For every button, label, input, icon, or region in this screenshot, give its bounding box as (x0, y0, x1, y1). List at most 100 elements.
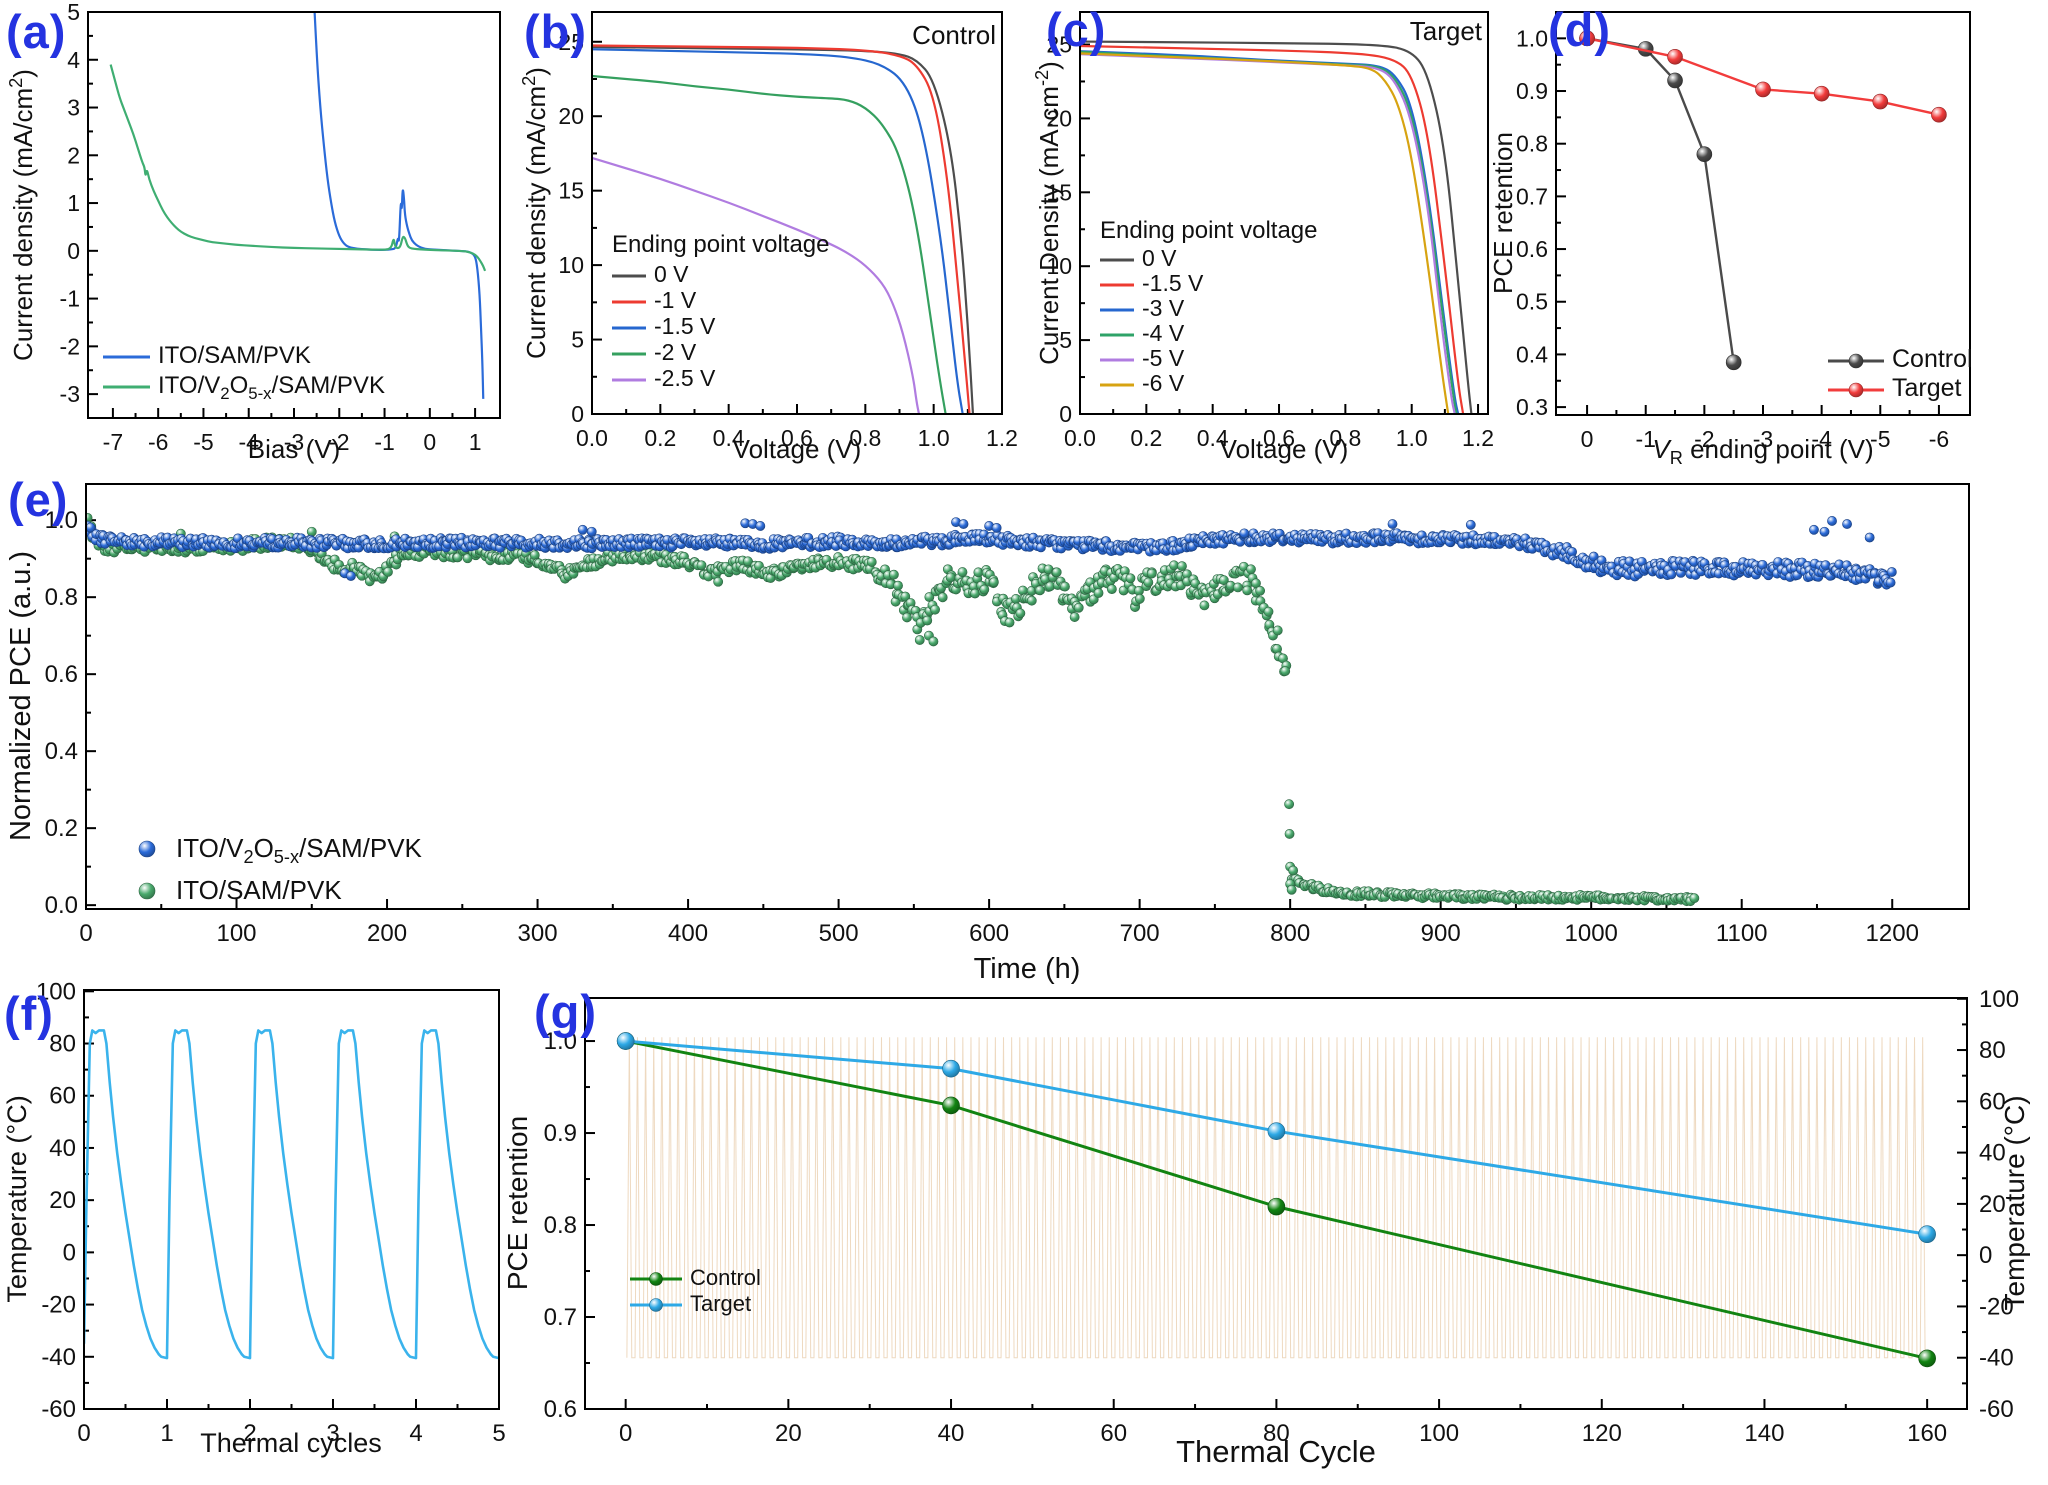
svg-text:20: 20 (775, 1420, 802, 1447)
svg-text:-60: -60 (41, 1396, 76, 1423)
svg-text:ITO/SAM/PVK: ITO/SAM/PVK (158, 342, 311, 369)
svg-text:-6: -6 (148, 429, 168, 455)
svg-text:800: 800 (1270, 920, 1310, 947)
svg-text:-2: -2 (60, 333, 80, 359)
svg-text:-5 V: -5 V (1142, 345, 1185, 371)
svg-text:1.0: 1.0 (918, 425, 950, 451)
panel-f-xlabel: Thermal cycles (200, 1428, 382, 1458)
svg-text:ITO/V2O5-x/SAM/PVK: ITO/V2O5-x/SAM/PVK (176, 833, 423, 867)
svg-text:-40: -40 (41, 1343, 76, 1370)
svg-text:0.6: 0.6 (544, 1396, 577, 1423)
svg-text:0.4: 0.4 (1516, 341, 1548, 367)
svg-text:700: 700 (1120, 920, 1160, 947)
svg-text:0.8: 0.8 (45, 584, 78, 611)
svg-text:10: 10 (1046, 253, 1072, 279)
svg-text:0.3: 0.3 (1516, 394, 1548, 420)
panel-e-chart: 0 100 200 300 400 500 600 700 800 900 1000 1100 1200… (5, 483, 1970, 985)
series-3 (591, 74, 947, 415)
svg-text:-4 V: -4 V (1142, 320, 1185, 346)
svg-text:3: 3 (326, 1420, 339, 1447)
panel-g-ylabel: PCE retention (502, 1116, 533, 1290)
panel-e-ylabel: Normalized PCE (a.u.) (5, 551, 37, 841)
series-0 (591, 45, 975, 415)
svg-text:1.0: 1.0 (1516, 25, 1548, 51)
svg-text:0: 0 (423, 429, 436, 455)
svg-text:1.2: 1.2 (986, 425, 1018, 451)
svg-text:1.0: 1.0 (544, 1028, 577, 1055)
panel-a-xlabel: Bias (V) (248, 434, 340, 464)
svg-text:25: 25 (1046, 32, 1072, 58)
svg-text:-6: -6 (1929, 426, 1949, 452)
svg-text:0.4: 0.4 (1197, 425, 1229, 451)
svg-text:-60: -60 (1979, 1396, 2014, 1423)
svg-text:-1: -1 (1635, 426, 1655, 452)
panel-c-xlabel: Voltage (V) (1220, 434, 1349, 464)
svg-text:1.0: 1.0 (45, 507, 78, 534)
series-0 (83, 1029, 500, 1360)
svg-text:4: 4 (409, 1420, 422, 1447)
svg-text:-2 V: -2 V (654, 339, 697, 365)
svg-text:0.8: 0.8 (849, 425, 881, 451)
svg-text:-1.5 V: -1.5 V (1142, 270, 1204, 296)
svg-text:0.9: 0.9 (544, 1120, 577, 1147)
svg-text:900: 900 (1421, 920, 1461, 947)
svg-text:-3: -3 (1753, 426, 1773, 452)
svg-text:-1: -1 (60, 286, 80, 312)
panel-e-legend: ITO/V2O5-x/SAM/PVK ITO/SAM/PVK (138, 833, 423, 905)
svg-text:0.6: 0.6 (1263, 425, 1295, 451)
svg-text:0.4: 0.4 (713, 425, 745, 451)
svg-text:60: 60 (1100, 1420, 1127, 1447)
svg-text:1100: 1100 (1716, 920, 1768, 947)
panel-g-chart: 0 20 40 60 80 100 120 140 160 0.6 0.7 0.8 0.9 1.0 -60 -… (502, 985, 2030, 1469)
series-1 (591, 44, 971, 415)
series-1 (625, 1039, 1928, 1360)
svg-text:5: 5 (571, 327, 584, 353)
svg-text:60: 60 (49, 1082, 76, 1109)
svg-text:0.6: 0.6 (1516, 236, 1548, 262)
svg-text:4: 4 (67, 47, 80, 73)
svg-text:0: 0 (571, 401, 584, 427)
panel-f-label: (f) (4, 987, 54, 1040)
svg-text:0: 0 (63, 1239, 76, 1266)
svg-text:1200: 1200 (1866, 920, 1919, 947)
panel-e-label: (e) (8, 473, 69, 526)
panel-c-label: (c) (1046, 3, 1107, 56)
svg-text:20: 20 (49, 1187, 76, 1214)
svg-text:0: 0 (1979, 1242, 1992, 1269)
series-5 (1079, 52, 1450, 415)
svg-text:ITO/SAM/PVK: ITO/SAM/PVK (176, 875, 342, 905)
svg-text:20: 20 (1046, 105, 1072, 131)
panel-b-xlabel: Voltage (V) (733, 434, 862, 464)
svg-text:120: 120 (1582, 1420, 1622, 1447)
svg-text:10: 10 (558, 252, 584, 278)
svg-text:-5: -5 (1870, 426, 1890, 452)
panel-a-legend: ITO/SAM/PVK ITO/V2O5-x/SAM/PVK (103, 342, 385, 403)
panel-g-xlabel: Thermal Cycle (1176, 1434, 1376, 1469)
panel-d-chart: 0 -1 -2 -3 -4 -5 -6 0.3 0.4 0.5 0.6 0.7 0.8 0.9 1.0 VR … (1488, 11, 1973, 468)
svg-text:ITO/V2O5-x/SAM/PVK: ITO/V2O5-x/SAM/PVK (158, 372, 385, 403)
svg-text:0: 0 (619, 1420, 632, 1447)
svg-text:0.6: 0.6 (781, 425, 813, 451)
svg-text:0.5: 0.5 (1516, 289, 1548, 315)
svg-text:-20: -20 (1979, 1293, 2014, 1320)
svg-text:0.0: 0.0 (45, 892, 78, 919)
svg-text:-1 V: -1 V (654, 287, 697, 313)
svg-text:2: 2 (243, 1420, 256, 1447)
svg-text:0.2: 0.2 (644, 425, 676, 451)
svg-text:5: 5 (67, 0, 80, 25)
svg-text:200: 200 (367, 920, 407, 947)
panel-g-y2label: Temperature (°C) (1999, 1095, 2030, 1310)
svg-text:1: 1 (67, 190, 80, 216)
series-0 (626, 1037, 1926, 1359)
svg-text:0: 0 (1059, 401, 1072, 427)
svg-text:0.2: 0.2 (1130, 425, 1162, 451)
svg-text:0: 0 (67, 238, 80, 264)
svg-text:-2: -2 (1694, 426, 1714, 452)
svg-text:0.8: 0.8 (1329, 425, 1361, 451)
svg-text:1000: 1000 (1565, 920, 1618, 947)
svg-text:600: 600 (969, 920, 1009, 947)
svg-text:Target: Target (1892, 374, 1962, 402)
